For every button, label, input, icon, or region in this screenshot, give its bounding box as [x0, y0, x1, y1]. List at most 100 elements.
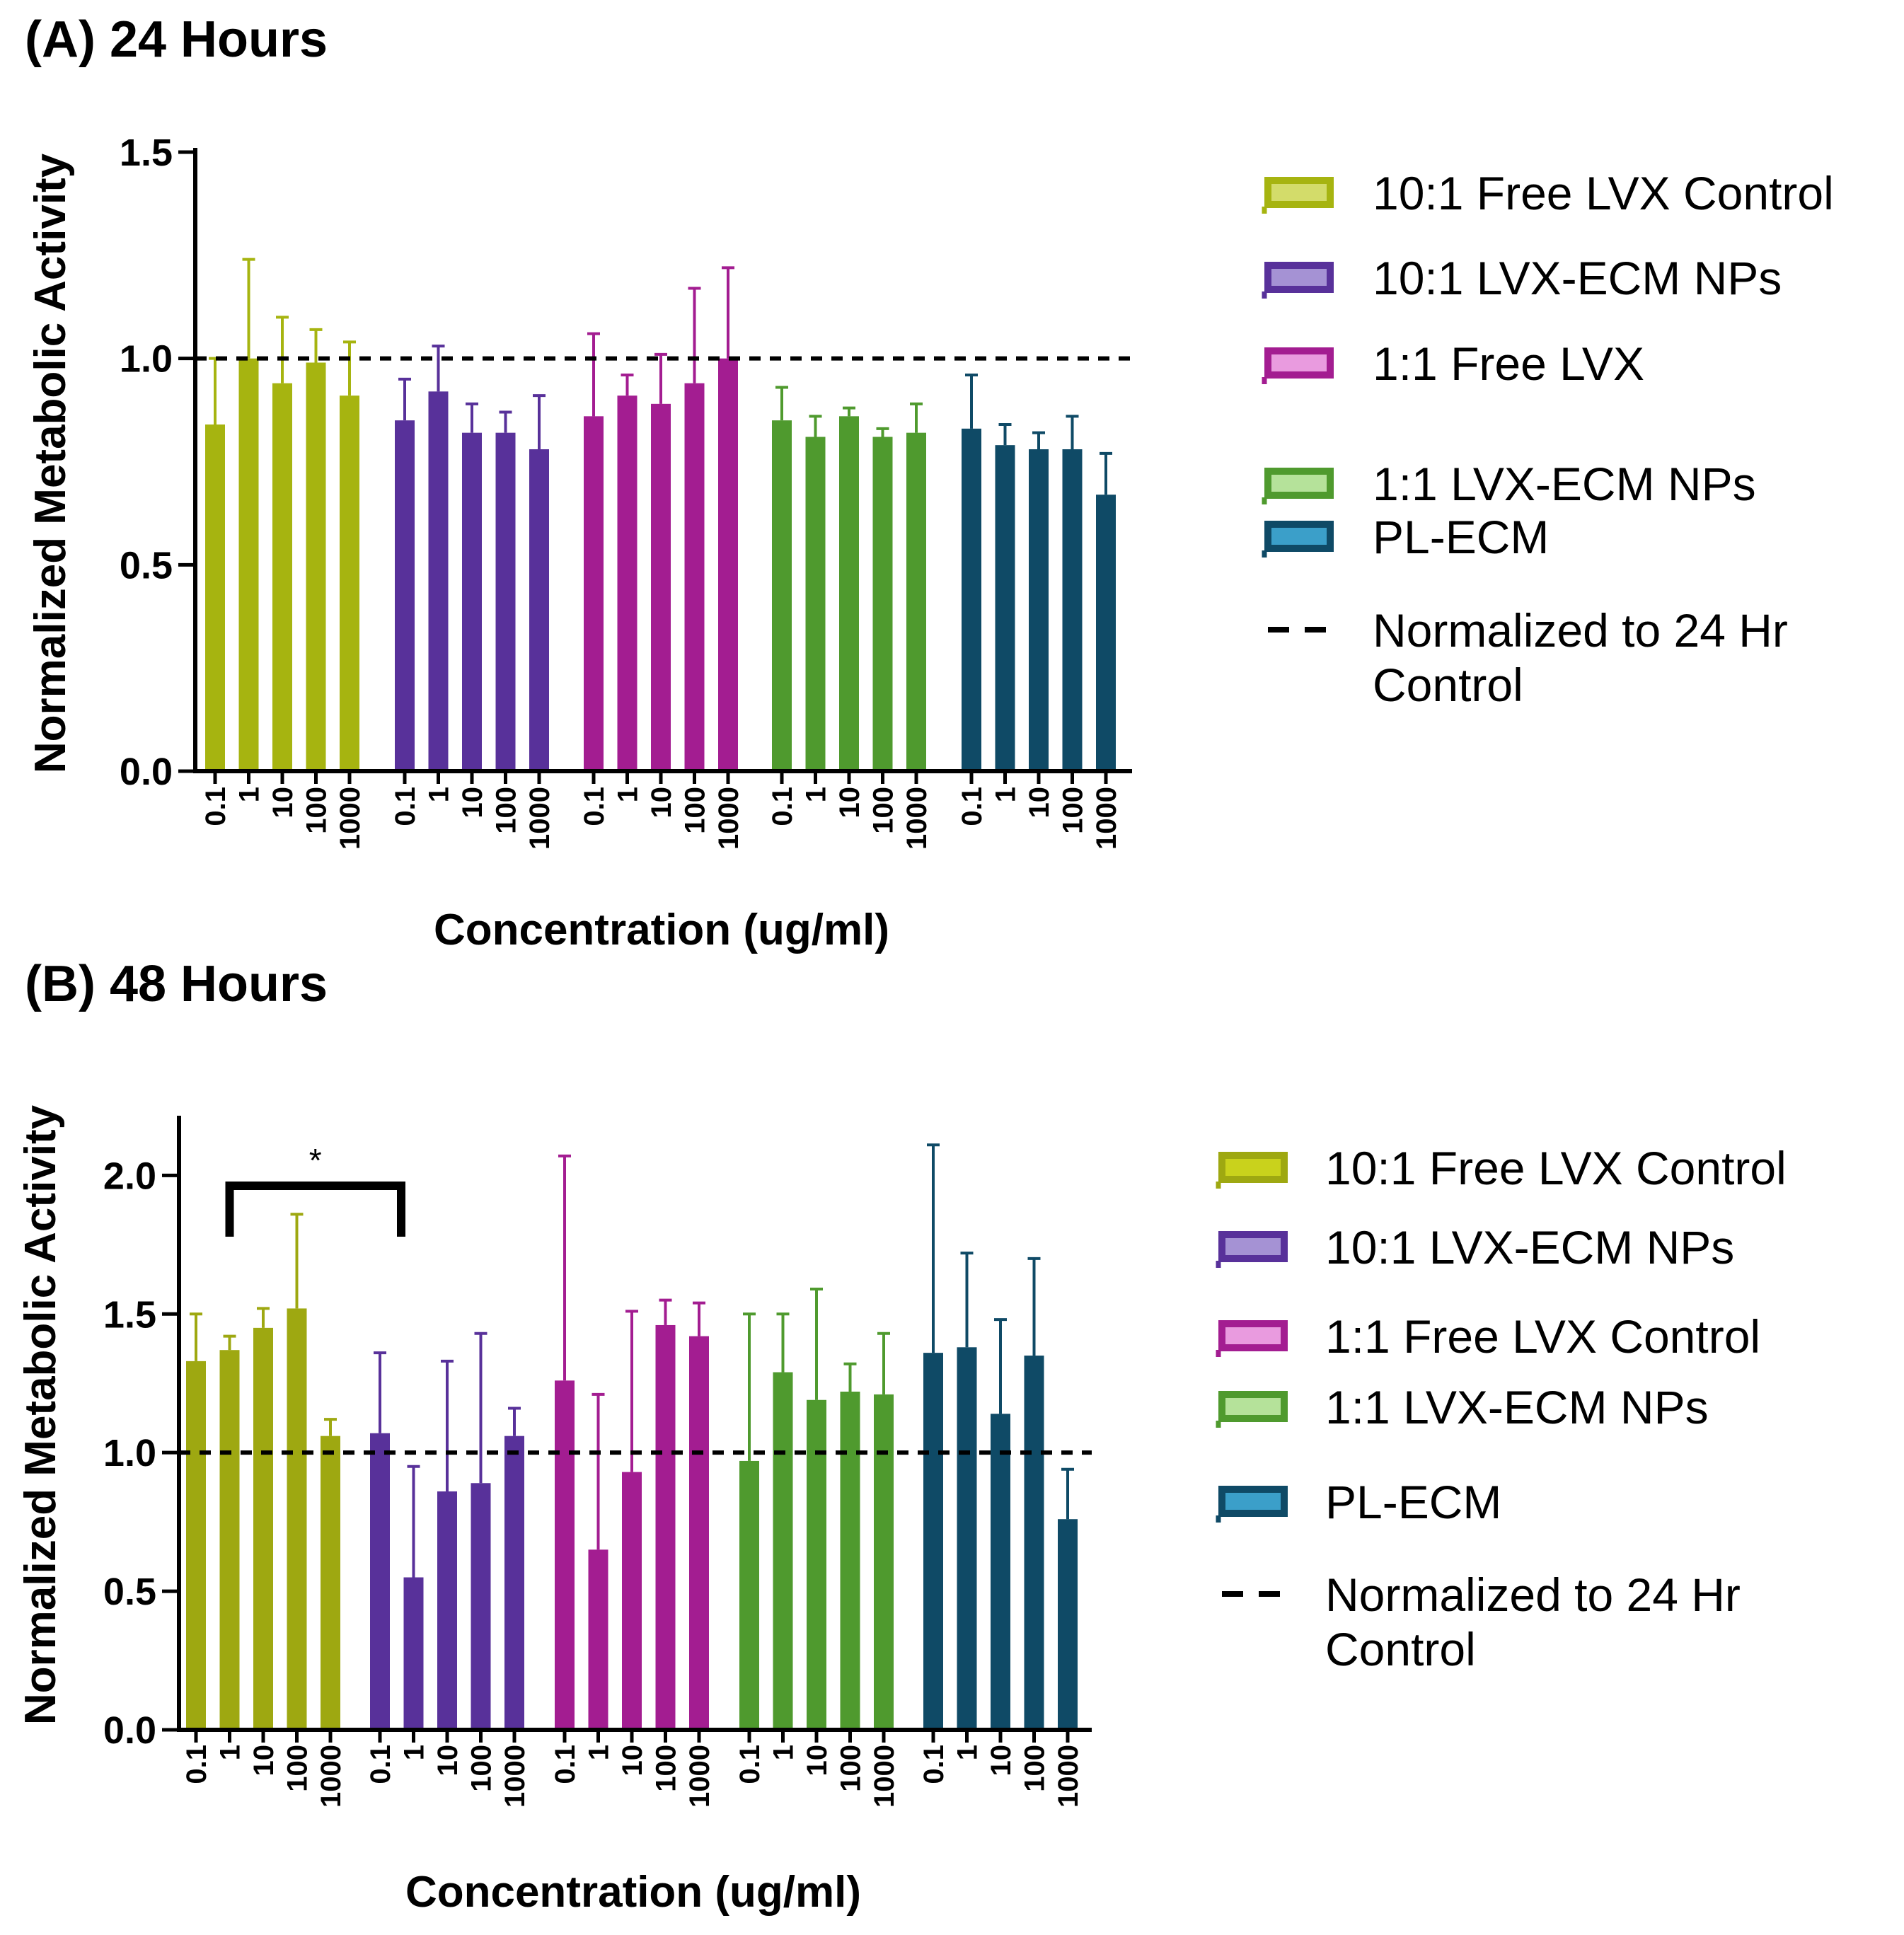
panel-b-bar — [219, 1350, 240, 1730]
panel-a-x-tick-label: 1000 — [713, 787, 744, 850]
panel-b-bar — [874, 1394, 894, 1730]
panel-b-x-tick-label: 0.1 — [734, 1745, 766, 1784]
panel-a-x-tick-label: 0.1 — [579, 787, 610, 826]
panel-b-x-tick-label: 1000 — [500, 1745, 531, 1808]
panel-b-bar — [689, 1336, 709, 1730]
panel-b-x-tick-label: 1 — [768, 1745, 800, 1760]
panel-a-y-tick-label: 1.0 — [120, 338, 173, 381]
panel-a-x-tick-label: 0.1 — [767, 787, 798, 826]
panel-b-legend-label: 1:1 Free LVX Control — [1325, 1310, 1760, 1363]
panel-a-x-tick-label: 100 — [868, 787, 899, 834]
panel-b-x-tick-label: 1 — [215, 1745, 246, 1760]
panel-a-x-tick-label: 1000 — [1091, 787, 1122, 850]
panel-a-x-tick-label: 10 — [646, 787, 677, 819]
panel-a-bar — [772, 420, 792, 771]
panel-b-x-tick-label: 1 — [399, 1745, 430, 1760]
panel-a-y-tick-label: 0.0 — [120, 751, 173, 793]
panel-a-x-tick-label: 10 — [1024, 787, 1055, 819]
panel-a-x-tick-label: 10 — [457, 787, 488, 819]
panel-a-bar — [529, 449, 549, 771]
panel-b-bar — [437, 1491, 457, 1730]
panel-a-bar — [872, 437, 893, 771]
panel-a-x-tick-label: 1000 — [901, 787, 933, 850]
panel-a-y-axis-title: Normalized Metabolic Activity — [26, 153, 75, 773]
panel-b-x-tick-label: 100 — [836, 1745, 867, 1792]
panel-b-legend-label: PL-ECM — [1325, 1476, 1501, 1528]
panel-b-x-tick-label: 1 — [584, 1745, 615, 1760]
panel-b-y-tick-label: 0.5 — [103, 1571, 156, 1613]
panel-b-bar — [1058, 1519, 1078, 1730]
panel-a-x-tick-label: 0.1 — [390, 787, 421, 826]
panel-a-bar — [617, 395, 637, 771]
panel-b-bar — [403, 1577, 424, 1730]
panel-a-bar — [272, 383, 292, 771]
panel-b-bar — [991, 1414, 1010, 1730]
panel-b-legend-reference-label-line1: Normalized to 24 Hr — [1325, 1569, 1741, 1621]
panel-a-x-tick-label: 1 — [991, 787, 1022, 802]
panel-b-x-tick-label: 0.1 — [550, 1745, 581, 1784]
panel-b-legend-swatch — [1218, 1320, 1288, 1351]
panel-b-legend-reference-label-line2: Control — [1325, 1623, 1476, 1675]
panel-a-x-tick-label: 1 — [234, 787, 265, 802]
panel-b-x-tick-label: 10 — [248, 1745, 279, 1777]
panel-a-x-tick-label: 100 — [301, 787, 333, 834]
panel-a-legend: 10:1 Free LVX Control 10:1 LVX-ECM NPs 1:1… — [1262, 167, 1834, 711]
panel-b-bar — [471, 1483, 491, 1730]
panel-b-legend-swatch — [1218, 1486, 1288, 1517]
panel-b-x-tick-label: 10 — [432, 1745, 463, 1777]
panel-a-bar — [462, 432, 482, 771]
panel-a-legend-swatch — [1264, 262, 1334, 293]
panel-a-legend-label: 1:1 Free LVX — [1373, 337, 1644, 390]
panel-a-bar — [428, 391, 449, 771]
panel-a-plot-area: 0.1 1 10 100 1000 0.1 1 10 100 1000 0.1 1 10 100 1000 0… — [120, 132, 1132, 850]
panel-b-legend-label: 10:1 Free LVX Control — [1325, 1142, 1787, 1194]
panel-a-bar — [718, 358, 738, 772]
panel-a-x-tick-label: 100 — [491, 787, 522, 834]
panel-b-y-axis-title: Normalized Metabolic Activity — [16, 1104, 65, 1725]
panel-b-legend-label: 1:1 LVX-ECM NPs — [1325, 1381, 1709, 1433]
panel-b-x-tick-label: 1000 — [684, 1745, 715, 1808]
panel-b-plot-area: 0.1 1 10 100 1000 0.1 1 10 100 1000 0.1 1 10 100 1000 0… — [103, 1116, 1092, 1808]
panel-b-x-tick-label: 0.1 — [918, 1745, 950, 1784]
panel-b-x-tick-label: 100 — [651, 1745, 682, 1792]
panel-b-bar — [555, 1380, 575, 1730]
panel-a-legend-reference-label-line2: Control — [1373, 659, 1523, 711]
panel-b-bar — [840, 1391, 860, 1730]
panel-b-x-tick-label: 10 — [986, 1745, 1017, 1777]
panel-a-x-tick-label: 1000 — [335, 787, 366, 850]
panel-a-legend-swatch — [1264, 468, 1334, 499]
panel-a-x-tick-label: 100 — [1058, 787, 1089, 834]
panel-a-bar — [906, 432, 926, 771]
panel-b-x-tick-label: 1000 — [1053, 1745, 1084, 1808]
panel-b-bar — [186, 1361, 206, 1730]
panel-b-bar — [321, 1436, 340, 1730]
panel-a-legend-label: PL-ECM — [1373, 511, 1549, 563]
panel-b-x-tick-label: 100 — [466, 1745, 497, 1792]
panel-b-x-tick-label: 1 — [952, 1745, 983, 1760]
panel-a-legend-swatch — [1264, 347, 1334, 379]
panel-a-x-tick-label: 10 — [834, 787, 865, 819]
panel-a-x-tick-label: 100 — [680, 787, 711, 834]
panel-a-bar — [1096, 495, 1116, 771]
panel-b-y-tick-label: 1.0 — [103, 1432, 156, 1474]
panel-a-x-tick-label: 1 — [424, 787, 455, 802]
panel-a-y-tick-label: 1.5 — [120, 132, 173, 174]
panel-a-bar — [1029, 449, 1049, 771]
panel-b-legend-swatch — [1218, 1152, 1288, 1183]
panel-b-48-hours: (B) 48 Hours Normalized Metabolic Activi… — [16, 956, 1787, 1917]
panel-b-significance-bracket — [225, 1182, 405, 1237]
panel-b-x-tick-label: 1000 — [316, 1745, 347, 1808]
panel-b-bar — [1024, 1356, 1044, 1730]
panel-a-legend-reference-label-line1: Normalized to 24 Hr — [1373, 604, 1788, 657]
panel-b-title: (B) 48 Hours — [25, 956, 328, 1012]
panel-a-x-tick-label: 1 — [613, 787, 644, 802]
panel-a-y-tick-label: 0.5 — [120, 544, 173, 587]
panel-a-legend-label: 10:1 Free LVX Control — [1373, 167, 1834, 219]
panel-a-bar — [238, 358, 259, 772]
panel-a-bar — [395, 420, 415, 771]
panel-a-x-tick-label: 10 — [267, 787, 299, 819]
panel-b-x-tick-label: 10 — [802, 1745, 833, 1777]
panel-a-bar — [962, 428, 981, 771]
panel-a-bar — [306, 362, 326, 771]
